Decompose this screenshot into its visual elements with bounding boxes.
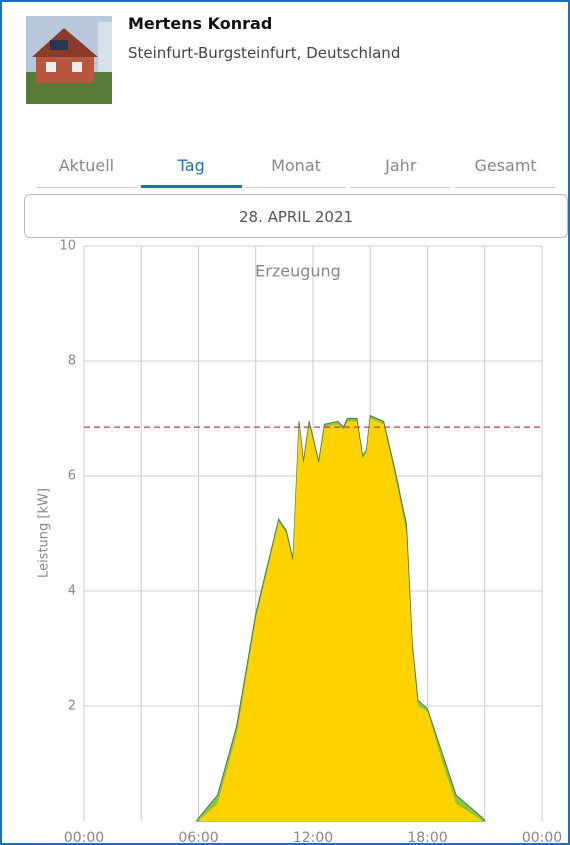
tab-bar: Aktuell Tag Monat Jahr Gesamt (34, 150, 558, 188)
y-tick-label: 10 (59, 239, 76, 254)
plant-location: Steinfurt-Burgsteinfurt, Deutschland (128, 44, 401, 62)
y-tick-label: 4 (68, 584, 76, 599)
date-selector[interactable]: 28. APRIL 2021 (24, 194, 568, 238)
y-axis-label: Leistung [kW] (37, 488, 52, 578)
x-tick-label: 00:00 (64, 830, 104, 843)
tab[interactable]: Aktuell (36, 150, 137, 188)
x-tick-label: 18:00 (407, 830, 447, 843)
tab[interactable]: Monat (245, 150, 347, 188)
y-tick-label: 2 (68, 699, 76, 714)
x-tick-label: 00:00 (522, 830, 562, 843)
area (196, 418, 485, 821)
tab[interactable]: Gesamt (455, 150, 556, 188)
x-tick-label: 06:00 (178, 830, 218, 843)
tab[interactable]: Tag (140, 150, 242, 188)
plant-name: Mertens Konrad (128, 14, 273, 33)
photo (26, 16, 112, 104)
tab[interactable]: Jahr (350, 150, 452, 188)
x-tick-label: 12:00 (293, 830, 333, 843)
chart-title: Erzeugung (255, 262, 341, 281)
y-tick-label: 8 (68, 354, 76, 369)
y-tick-label: 6 (68, 469, 76, 484)
